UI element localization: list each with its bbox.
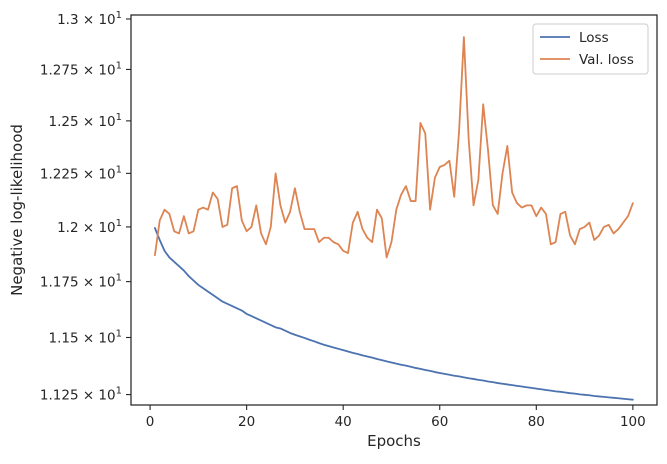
y-tick-label: 1.25 × 101 <box>48 112 122 130</box>
legend-label: Loss <box>579 30 609 46</box>
x-tick-label: 20 <box>238 414 255 430</box>
y-tick-label: 1.15 × 101 <box>48 328 122 346</box>
y-tick-label: 1.2 × 101 <box>57 218 122 236</box>
y-tick-label: 1.175 × 101 <box>40 273 122 291</box>
y-tick-label: 1.275 × 101 <box>40 60 122 78</box>
y-tick-label: 1.225 × 101 <box>40 164 122 182</box>
legend-label: Val. loss <box>579 52 634 68</box>
y-tick-label: 1.3 × 101 <box>57 10 122 28</box>
y-axis-label: Negative log-likelihood <box>8 124 26 296</box>
x-axis-ticks: 0 20 40 60 80 100 <box>146 405 646 430</box>
y-tick-label: 1.125 × 101 <box>40 386 122 404</box>
y-axis-ticks: 1.125 × 101 1.15 × 101 1.175 × 101 1.2 × 10… <box>40 10 131 404</box>
series-line-val-loss <box>153 36 634 259</box>
x-tick-label: 80 <box>528 414 545 430</box>
series-line-loss <box>153 227 634 401</box>
x-tick-label: 60 <box>431 414 448 430</box>
x-tick-label: 0 <box>146 414 155 430</box>
series-layer <box>153 36 634 401</box>
x-tick-label: 100 <box>620 414 646 430</box>
plot-frame <box>130 14 658 406</box>
x-tick-label: 40 <box>335 414 352 430</box>
legend: Loss Val. loss <box>532 23 649 75</box>
x-axis-label: Epochs <box>367 432 421 450</box>
